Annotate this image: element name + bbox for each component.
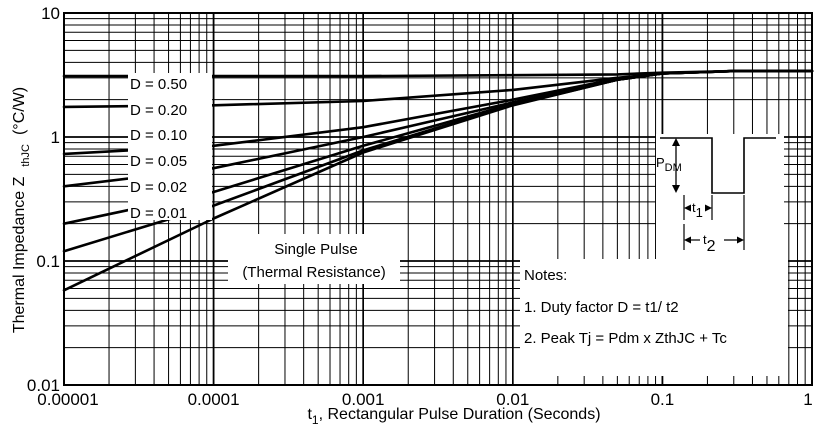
x-tick-label: 0.00001: [37, 390, 98, 409]
y-tick-label: 1: [51, 128, 60, 147]
t1-arrow-right-icon: [705, 204, 712, 212]
curves: [62, 69, 814, 292]
x-tick-label: 0.001: [342, 390, 385, 409]
legend-label-d001: D = 0.01: [130, 205, 187, 222]
x-tick-label: 0.0001: [188, 390, 240, 409]
x-tick-label: 0.01: [496, 390, 529, 409]
t2-label: t2: [703, 232, 716, 255]
x-tick-label: 0.1: [651, 390, 675, 409]
legend-label-d005: D = 0.05: [130, 153, 187, 170]
pdm-label: PDM: [656, 155, 682, 174]
pulse-waveform: [660, 137, 776, 194]
legend-label-d002: D = 0.02: [130, 179, 187, 196]
t2-arrow-right-icon: [737, 236, 744, 244]
pdm-arrow-down-icon: [672, 185, 680, 193]
t1-label: t1: [692, 200, 703, 220]
x-tick-label: 1: [803, 390, 812, 409]
notes-title: Notes:: [524, 267, 567, 284]
t2-arrow-left-icon: [684, 236, 691, 244]
t1-arrow-left-icon: [684, 204, 691, 212]
series-line-6: [62, 69, 814, 292]
x-axis-title: t1, Rectangular Pulse Duration (Seconds): [307, 406, 600, 427]
legend-label-d020: D = 0.20: [130, 102, 187, 119]
plot-frame: [63, 12, 813, 386]
single-pulse-annotation: Single Pulse (Thermal Resistance): [242, 241, 385, 281]
thermal-resistance-label: (Thermal Resistance): [242, 264, 385, 281]
label-backgrounds: [128, 73, 788, 376]
tick-labels: 0.00001 0.0001 0.001 0.01 0.1 1 0.01 0.1 1 10: [27, 4, 813, 409]
legend-label-d050: D = 0.50: [130, 76, 187, 93]
pdm-arrow-up-icon: [672, 138, 680, 146]
legend-label-d010: D = 0.10: [130, 127, 187, 144]
y-tick-label: 10: [41, 4, 60, 23]
y-tick-label: 0.1: [36, 252, 60, 271]
legend: D = 0.50 D = 0.20 D = 0.10 D = 0.05 D = …: [130, 76, 187, 222]
y-tick-label: 0.01: [27, 376, 60, 395]
note-peak-tj: 2. Peak Tj = Pdm x ZthJC + Tc: [524, 330, 727, 347]
y-axis-title: Thermal Impedance ZthJC(°C/W): [11, 87, 32, 333]
notes-box: Notes: 1. Duty factor D = t1/ t2 2. Peak…: [524, 267, 727, 347]
note-duty-factor: 1. Duty factor D = t1/ t2: [524, 299, 679, 316]
single-pulse-label: Single Pulse: [274, 241, 357, 258]
pulse-waveform-inset: PDM t1 t2: [656, 137, 776, 255]
